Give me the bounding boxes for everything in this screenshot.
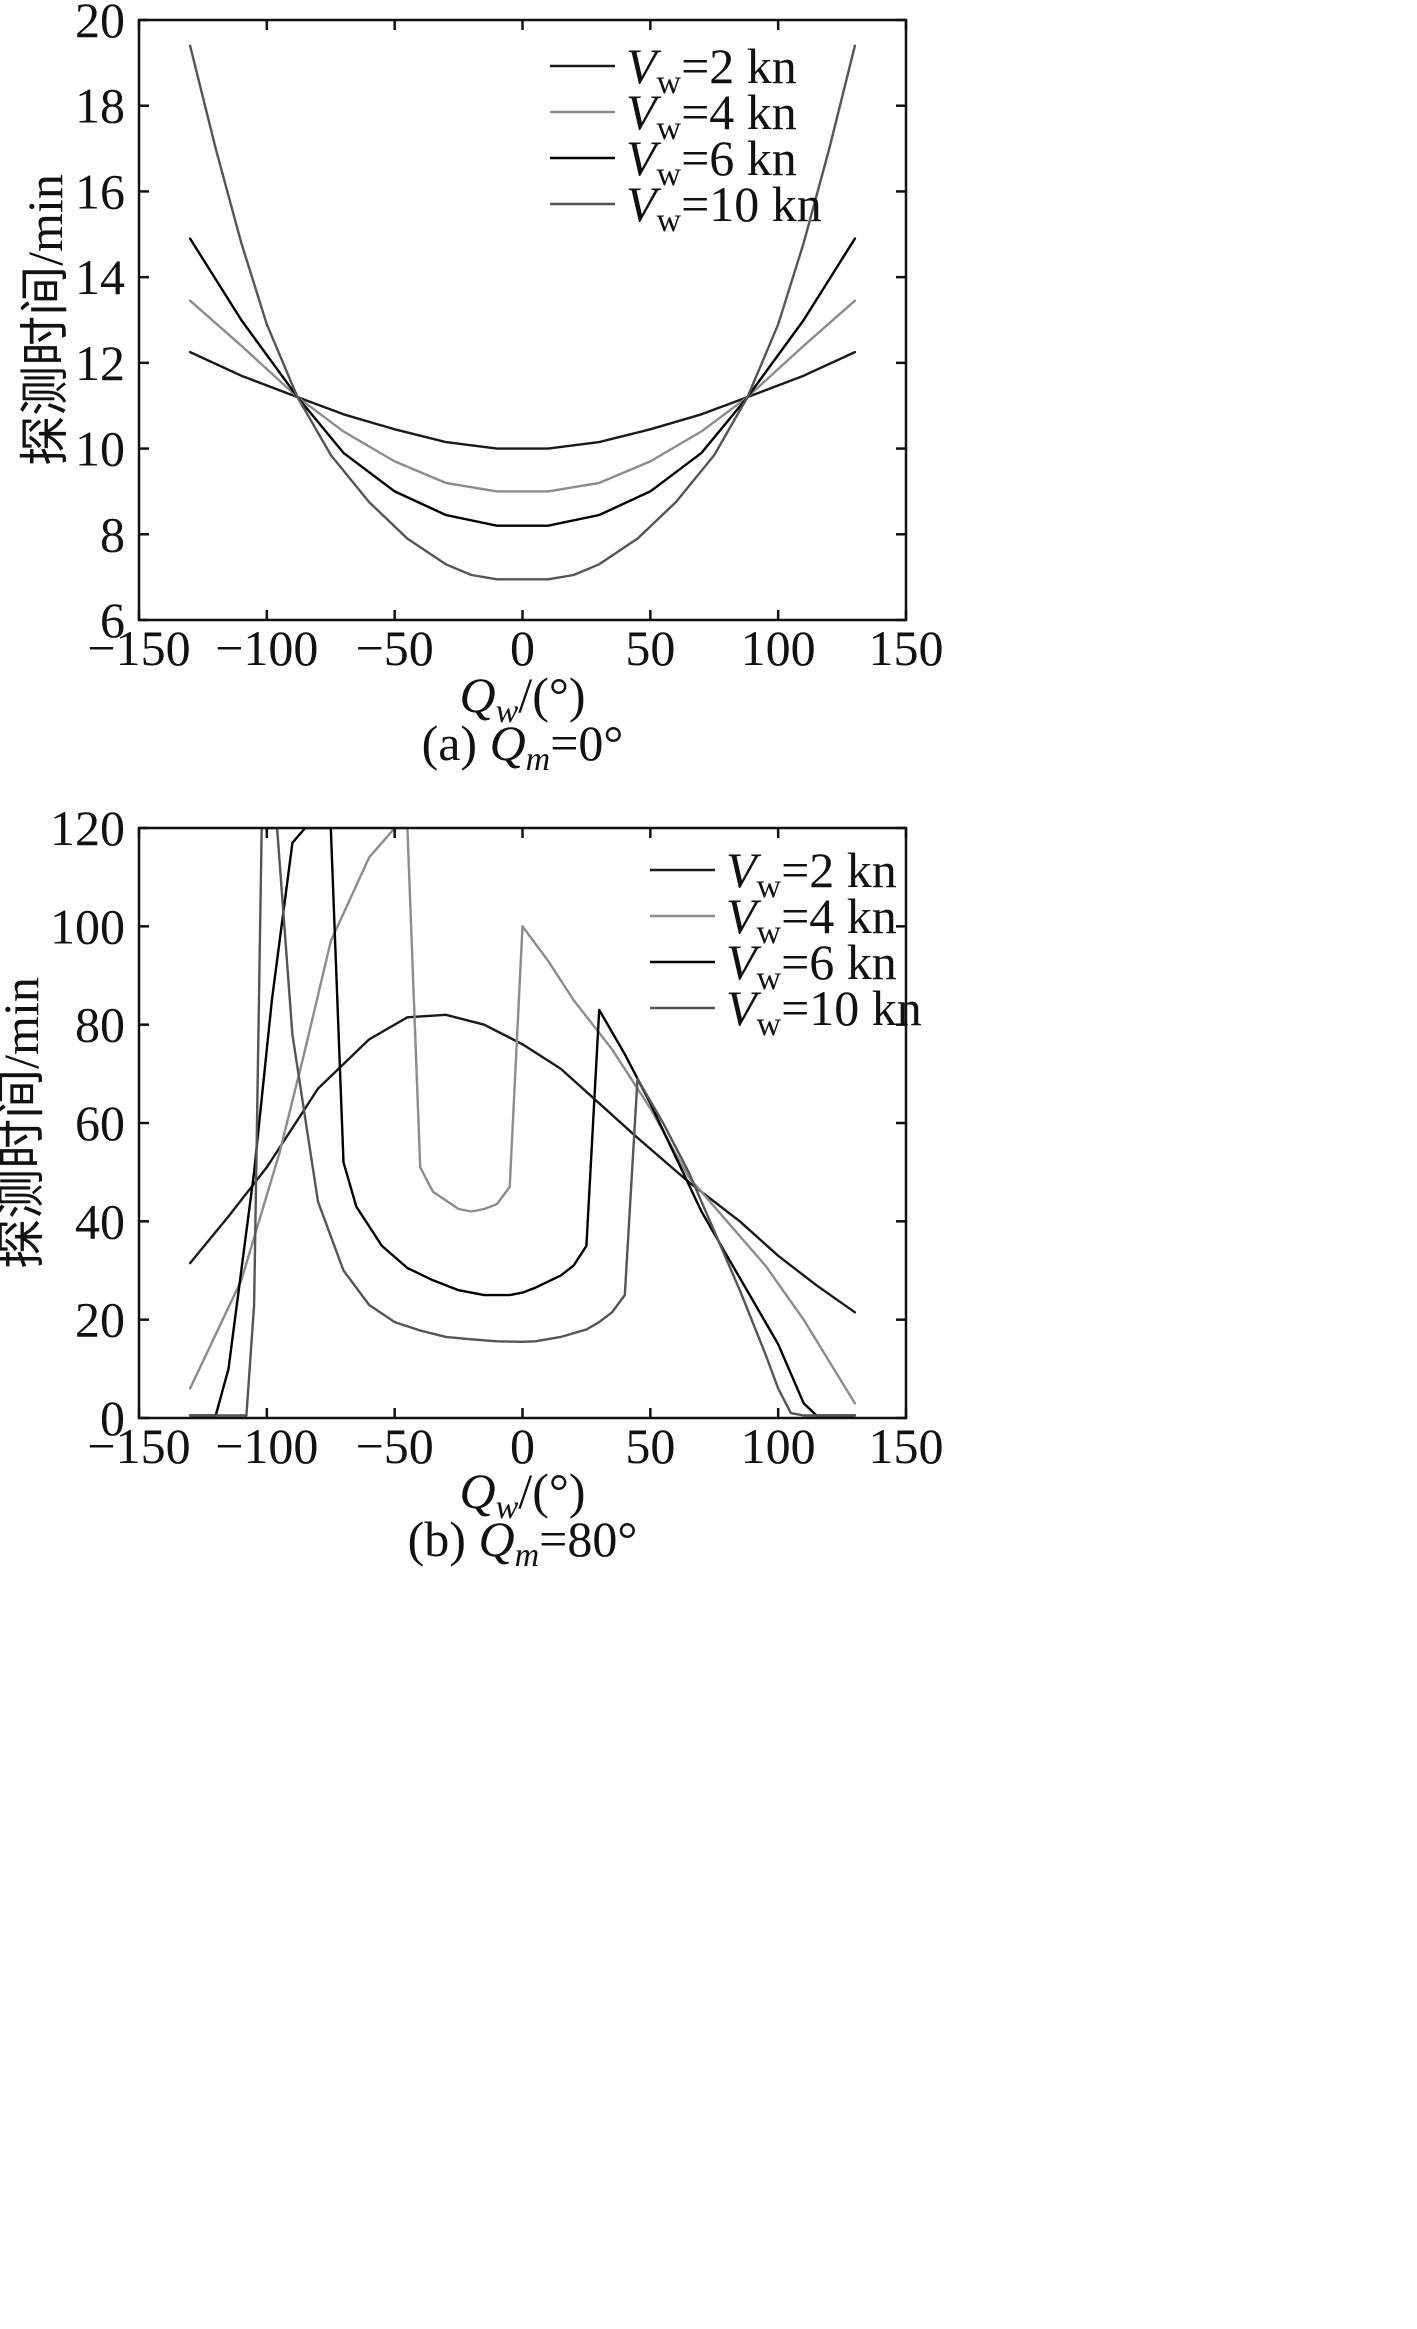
- series-line-1: [188, 1013, 857, 1314]
- y-tick-label: 120: [50, 800, 125, 856]
- legend-label-3: Vw=6 kn: [626, 130, 797, 193]
- x-tick-label: 150: [869, 1418, 944, 1474]
- panel-caption: (b) Qm=80°: [408, 1511, 638, 1574]
- x-tick-label: 150: [869, 620, 944, 676]
- legend-label-1: Vw=2 kn: [726, 842, 897, 905]
- legend-label-1: Vw=2 kn: [626, 38, 797, 101]
- y-tick-label: 12: [75, 335, 125, 391]
- x-tick-label: 100: [741, 620, 816, 676]
- y-tick-label: 100: [50, 898, 125, 954]
- legend-label-4: Vw=10 kn: [726, 980, 922, 1043]
- y-tick-label: 8: [100, 506, 125, 562]
- x-tick-label: −150: [87, 1418, 190, 1474]
- panel-caption: (a) Qm=0°: [422, 715, 624, 778]
- y-tick-label: 20: [75, 0, 125, 48]
- legend-label-4: Vw=10 kn: [626, 176, 822, 239]
- x-tick-label: 100: [741, 1418, 816, 1474]
- y-tick-label: 14: [75, 249, 125, 305]
- x-tick-label: −50: [356, 1418, 434, 1474]
- y-tick-label: 60: [75, 1095, 125, 1151]
- y-axis-title: 探测时间/min: [17, 174, 73, 466]
- x-axis-title: Qw/(°): [460, 667, 586, 730]
- y-tick-label: 40: [75, 1193, 125, 1249]
- x-tick-label: 0: [510, 620, 535, 676]
- x-tick-label: −100: [215, 1418, 318, 1474]
- series-line-4: [188, 44, 857, 581]
- x-tick-label: −150: [87, 620, 190, 676]
- y-tick-label: 20: [75, 1292, 125, 1348]
- y-axis-title: 探测时间/min: [0, 977, 49, 1269]
- series-line-1: [188, 350, 857, 450]
- y-tick-label: 0: [100, 1390, 125, 1446]
- x-tick-label: 50: [625, 1418, 675, 1474]
- x-axis-title: Qw/(°): [460, 1463, 586, 1526]
- series-line-3: [188, 828, 857, 1417]
- panel-a-chart: −150 −100 −50 0 50 100 150 6 8 10 12 14 16 18 20 Qw/(°)…: [17, 0, 944, 778]
- x-tick-label: 0: [510, 1418, 535, 1474]
- y-tick-label: 18: [75, 78, 125, 134]
- legend-label-2: Vw=4 kn: [726, 888, 897, 951]
- x-tick-label: 50: [625, 620, 675, 676]
- series-line-2: [188, 828, 857, 1405]
- x-tick-label: −50: [356, 620, 434, 676]
- x-tick-label: −100: [215, 620, 318, 676]
- series-line-4: [188, 828, 857, 1417]
- y-tick-label: 80: [75, 997, 125, 1053]
- y-tick-label: 10: [75, 421, 125, 477]
- legend-label-2: Vw=4 kn: [626, 84, 797, 147]
- legend-label-3: Vw=6 kn: [726, 934, 897, 997]
- y-tick-label: 6: [100, 592, 125, 648]
- y-tick-label: 16: [75, 163, 125, 219]
- series-line-3: [188, 237, 857, 527]
- panel-b-chart: −150 −100 −50 0 50 100 150 0 20 40 60 80 100 120 Qw/(°…: [0, 800, 944, 1574]
- series-line-2: [188, 299, 857, 493]
